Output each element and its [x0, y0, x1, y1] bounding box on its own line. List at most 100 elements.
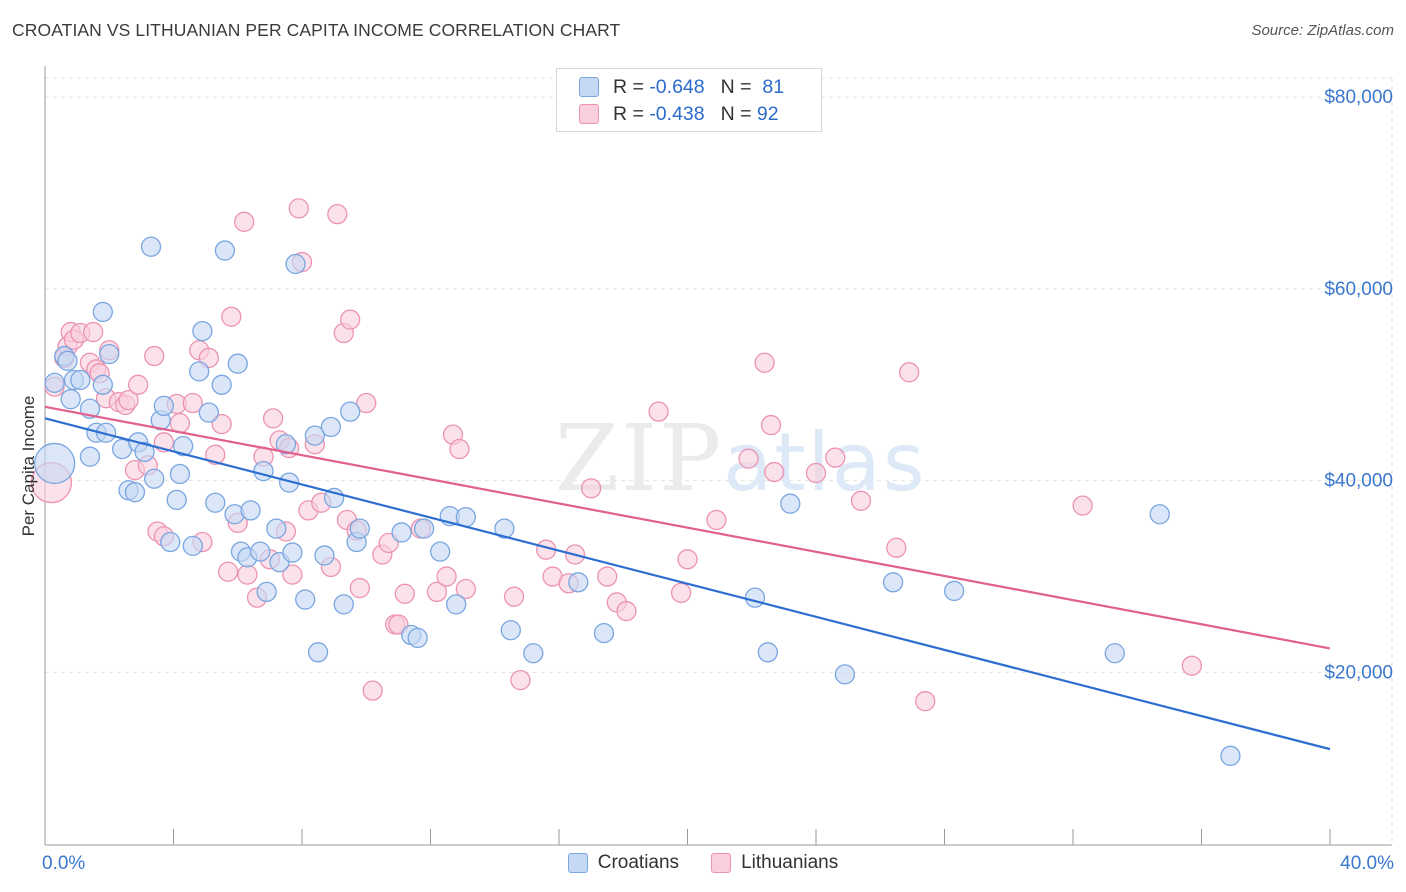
lithuanian-point: [1181, 655, 1203, 676]
croatian-point: [198, 402, 219, 423]
croatian-point: [320, 416, 342, 438]
lithuanian-point: [449, 438, 470, 460]
lithuanian-point: [436, 566, 457, 587]
y-tick-label: $20,000: [1324, 662, 1393, 683]
lithuanian-point: [738, 448, 759, 469]
croatian-point: [160, 531, 181, 553]
croatian-point: [1149, 504, 1170, 525]
lithuanian-point: [237, 564, 258, 585]
lithuanian-point: [217, 561, 239, 582]
croatian-point: [429, 541, 451, 562]
croatian-point: [92, 301, 113, 323]
lithuanians-swatch: [579, 104, 599, 124]
croatian-point: [99, 343, 120, 365]
lithuanian-point: [510, 669, 531, 691]
croatian-point: [60, 389, 81, 410]
lithuanian-point: [394, 583, 415, 604]
lithuanian-point: [327, 203, 348, 225]
croatians-trend-line: [44, 417, 1331, 751]
watermark-zip: ZIP: [555, 405, 723, 512]
croatian-point: [227, 353, 248, 374]
source-label: Source: ZipAtlas.com: [1251, 22, 1394, 39]
croatian-point: [307, 642, 329, 663]
croatian-point: [413, 518, 435, 539]
croatian-point: [455, 506, 476, 528]
lithuanian-point: [182, 392, 203, 414]
croatian-point: [780, 493, 801, 514]
y-tick-label: $40,000: [1324, 471, 1393, 492]
n-value: 92: [756, 102, 779, 125]
r-value: -0.438: [649, 102, 705, 125]
croatian-point: [523, 643, 544, 664]
lithuanian-point: [205, 444, 226, 465]
croatian-point: [211, 374, 232, 395]
lithuanian-point: [288, 198, 309, 219]
y-tick-label: $60,000: [1324, 279, 1393, 300]
croatian-point: [304, 425, 326, 446]
tick-labels: $20,000 $40,000 $60,000 $80,000 0.0% 40.0%: [42, 87, 1394, 874]
n-value: 81: [762, 75, 785, 98]
legend-label-lithuanians: Lithuanians: [741, 852, 839, 873]
watermark: ZIPatlas: [555, 405, 927, 512]
lithuanian-point: [825, 447, 846, 468]
lithuanian-point: [764, 461, 785, 483]
lithuanian-point: [899, 362, 920, 383]
croatian-point: [240, 500, 261, 521]
croatian-point: [70, 369, 91, 391]
legend-item-croatians[interactable]: Croatians: [567, 852, 680, 874]
croatian-point: [285, 253, 306, 275]
chart-title: CROATIAN VS LITHUANIAN PER CAPITA INCOME…: [12, 20, 621, 40]
croatian-point: [494, 518, 515, 539]
croatian-point: [144, 468, 165, 489]
trend-lines: [44, 405, 1331, 751]
legend-row-croatians: R = -0.648 N = 81: [579, 75, 784, 99]
r-label: R =: [613, 102, 644, 125]
lithuanian-point: [234, 211, 255, 232]
lithuanian-point: [503, 586, 525, 607]
croatian-point: [295, 589, 316, 610]
croatian-point: [407, 627, 428, 649]
croatian-point: [214, 240, 236, 261]
croatian-point: [192, 320, 213, 342]
croatian-point: [134, 441, 155, 463]
lithuanian-point: [670, 582, 692, 603]
lithuanian-point: [221, 306, 242, 327]
n-label: N =: [720, 102, 752, 125]
croatian-point: [593, 622, 615, 644]
lithuanian-point: [426, 581, 448, 603]
lithuanian-point: [282, 564, 303, 585]
croatian-point: [205, 492, 226, 513]
r-value: -0.648: [649, 75, 705, 98]
lithuanian-point: [754, 352, 775, 373]
y-axis-label: Per Capita Income: [19, 395, 38, 537]
croatian-point: [314, 545, 335, 566]
croatian-point: [79, 446, 101, 467]
lithuanian-point: [805, 462, 827, 484]
croatian-point: [189, 361, 210, 382]
x-tick-label: 0.0%: [42, 853, 85, 874]
croatian-point: [943, 580, 965, 602]
croatian-point: [266, 518, 287, 539]
lithuanian-point: [340, 309, 361, 330]
croatian-point: [340, 401, 361, 422]
lithuanian-point: [455, 578, 476, 600]
croatian-point: [744, 587, 766, 608]
lithuanian-point: [262, 408, 284, 429]
lithuanian-point: [211, 413, 232, 435]
lithuanian-point: [886, 537, 907, 558]
croatian-point: [333, 594, 354, 615]
lithuanian-point: [760, 414, 782, 436]
croatian-point: [124, 482, 146, 503]
lithuanians-swatch: [711, 853, 732, 873]
croatian-point: [44, 372, 65, 394]
series-legend: Croatians Lithuanians: [0, 852, 1406, 874]
lithuanian-point: [1072, 495, 1093, 516]
legend-row-lithuanians: R = -0.438 N = 92: [579, 102, 779, 126]
lithuanian-point: [648, 401, 669, 422]
legend-label-croatians: Croatians: [597, 852, 680, 873]
lithuanian-point: [118, 389, 139, 411]
croatian-point: [834, 664, 856, 685]
legend-item-lithuanians[interactable]: Lithuanians: [711, 852, 838, 874]
r-label: R =: [613, 75, 644, 98]
lithuanian-point: [349, 577, 370, 599]
